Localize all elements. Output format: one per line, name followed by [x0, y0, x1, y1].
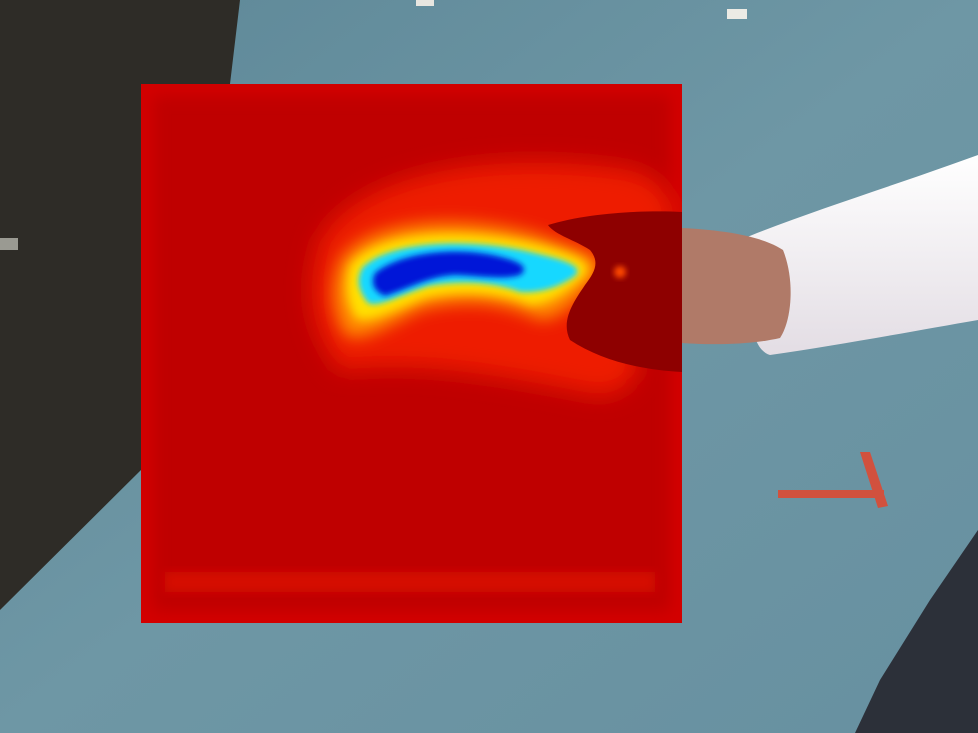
floor-tape-mark: [416, 0, 434, 6]
heatmap-overlay: [141, 84, 682, 623]
heatmap-occluder: [548, 211, 682, 372]
floor-marker: [778, 452, 888, 508]
pants: [855, 530, 978, 733]
dark-carpet: [0, 0, 240, 610]
carpet-mark: [0, 238, 18, 250]
floor-tape-mark: [727, 9, 747, 19]
hand: [682, 228, 791, 345]
shirt-sleeve: [740, 155, 978, 355]
